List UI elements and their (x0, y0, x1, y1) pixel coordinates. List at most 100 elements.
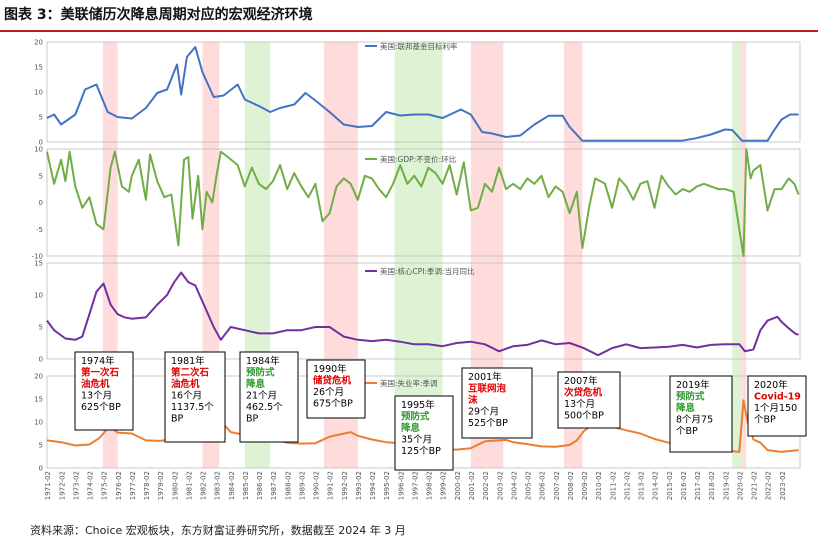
y-tick-fed-5: 5 (39, 114, 43, 122)
x-tick-1974-02: 1974-02 (87, 471, 95, 500)
x-tick-1986-02: 1986-02 (256, 471, 264, 500)
x-tick-2000-02: 2000-02 (454, 471, 462, 500)
annotation-year: 1990年 (313, 363, 347, 375)
annotation-year: 1984年 (246, 355, 280, 367)
x-tick-1975-02: 1975-02 (101, 471, 109, 500)
x-tick-1990-02: 1990-02 (313, 471, 321, 500)
legend-label-unemp: 美国:失业率:季调 (380, 378, 438, 388)
x-tick-1978-02: 1978-02 (143, 471, 151, 500)
legend-label-fed: 美国:联邦基金目标利率 (380, 41, 458, 51)
x-tick-2006-02: 2006-02 (539, 471, 547, 500)
annotation-detail: 462.5个 (246, 402, 283, 413)
y-tick-gdp-5: 5 (39, 172, 43, 180)
annotation-year: 1995年 (401, 399, 435, 411)
y-tick-cpi-15: 15 (34, 260, 43, 268)
x-tick-2004-02: 2004-02 (510, 471, 518, 500)
annotation-year: 1981年 (171, 355, 205, 367)
y-tick-unemp-10: 10 (34, 419, 43, 427)
annotation-label: 第二次石 (171, 367, 210, 379)
annotation-box (669, 375, 733, 453)
annotation-detail: 525个BP (468, 418, 508, 429)
x-tick-2011-02: 2011-02 (609, 471, 617, 500)
annotation-box (74, 351, 134, 431)
annotation-box (747, 375, 807, 437)
panel-frame-fed (46, 41, 801, 143)
y-tick-cpi-5: 5 (39, 324, 43, 332)
annotation-detail: 675个BP (313, 399, 353, 410)
annotation-detail: 1137.5个 (171, 402, 214, 413)
x-tick-1991-02: 1991-02 (327, 471, 335, 500)
y-tick-gdp--10: -10 (32, 253, 43, 261)
x-axis-ticks: 1971-02 1972-02 1973-02 1974-02 1975-02 1976-… (44, 471, 787, 500)
annotation-year: 2007年 (564, 375, 598, 387)
x-tick-2022-02: 2022-02 (765, 471, 773, 500)
x-tick-1996-02: 1996-02 (397, 471, 405, 500)
annotation-box (394, 395, 454, 471)
y-tick-gdp-10: 10 (34, 146, 43, 154)
x-tick-1999-02: 1999-02 (440, 471, 448, 500)
y-tick-gdp-0: 0 (39, 199, 43, 207)
x-tick-1989-02: 1989-02 (299, 471, 307, 500)
source-note: 资料来源：Choice 宏观板块，东方财富证券研究所，数据截至 2024 年 3… (30, 524, 406, 537)
y-tick-cpi-10: 10 (34, 292, 43, 300)
annotation-detail: 13个月 (564, 399, 595, 410)
y-tick-cpi-0: 0 (39, 356, 43, 364)
x-tick-2001-02: 2001-02 (468, 471, 476, 500)
annotation-detail: 21个月 (246, 391, 277, 402)
x-tick-2016-02: 2016-02 (680, 471, 688, 500)
annotation-box (164, 351, 226, 443)
x-tick-2010-02: 2010-02 (595, 471, 603, 500)
x-tick-1997-02: 1997-02 (412, 471, 420, 500)
x-tick-2021-02: 2021-02 (751, 471, 759, 500)
x-tick-2019-02: 2019-02 (722, 471, 730, 500)
annotation-label: 预防式 (676, 391, 705, 403)
x-tick-1972-02: 1972-02 (58, 471, 66, 500)
annotation-label: 沫 (468, 394, 478, 406)
x-tick-1985-02: 1985-02 (242, 471, 250, 500)
annotation-year: 1974年 (81, 355, 115, 367)
x-tick-2008-02: 2008-02 (567, 471, 575, 500)
annotation-label: Covid-19 (754, 392, 801, 403)
annotation-label: 次贷危机 (564, 387, 603, 399)
x-tick-2005-02: 2005-02 (525, 471, 533, 500)
annotation-label: 降息 (401, 422, 421, 434)
annotation-box (461, 367, 533, 439)
x-tick-1984-02: 1984-02 (228, 471, 236, 500)
series-line-gdp (46, 148, 800, 257)
annotation-detail: 个BP (676, 426, 698, 437)
annotation-detail: 29个月 (468, 407, 499, 418)
annotation-label: 油危机 (171, 378, 200, 390)
x-tick-1994-02: 1994-02 (369, 471, 377, 500)
annotation-detail: 500个BP (564, 411, 604, 422)
x-tick-2002-02: 2002-02 (482, 471, 490, 500)
x-tick-1987-02: 1987-02 (270, 471, 278, 500)
annotation-detail: 625个BP (81, 402, 121, 413)
panel-frame-gdp (46, 148, 801, 257)
chart-title: 图表 3：美联储历次降息周期对应的宏观经济环境 (4, 7, 313, 23)
x-tick-2017-02: 2017-02 (694, 471, 702, 500)
title-underline (0, 30, 818, 32)
x-tick-1976-02: 1976-02 (115, 471, 123, 500)
x-tick-1982-02: 1982-02 (200, 471, 208, 500)
shaded-period-crisis-6 (564, 42, 583, 468)
annotation-year: 2001年 (468, 371, 502, 383)
annotation-detail: 125个BP (401, 446, 441, 457)
y-tick-fed-0: 0 (39, 139, 43, 147)
x-tick-1998-02: 1998-02 (426, 471, 434, 500)
x-tick-2014-02: 2014-02 (652, 471, 660, 500)
x-tick-2015-02: 2015-02 (666, 471, 674, 500)
annotation-year: 2019年 (676, 379, 710, 391)
x-tick-2012-02: 2012-02 (623, 471, 631, 500)
annotation-detail: 13个月 (81, 391, 112, 402)
annotation-label: 油危机 (81, 378, 110, 390)
legends: 美国:联邦基金目标利率美国:GDP:不变价:环比美国:核心CPI:季调:当月同比… (365, 41, 475, 388)
annotation-label: 互联网泡 (468, 383, 507, 395)
annotation-label: 预防式 (401, 411, 430, 423)
annotation-label: 降息 (676, 402, 696, 414)
